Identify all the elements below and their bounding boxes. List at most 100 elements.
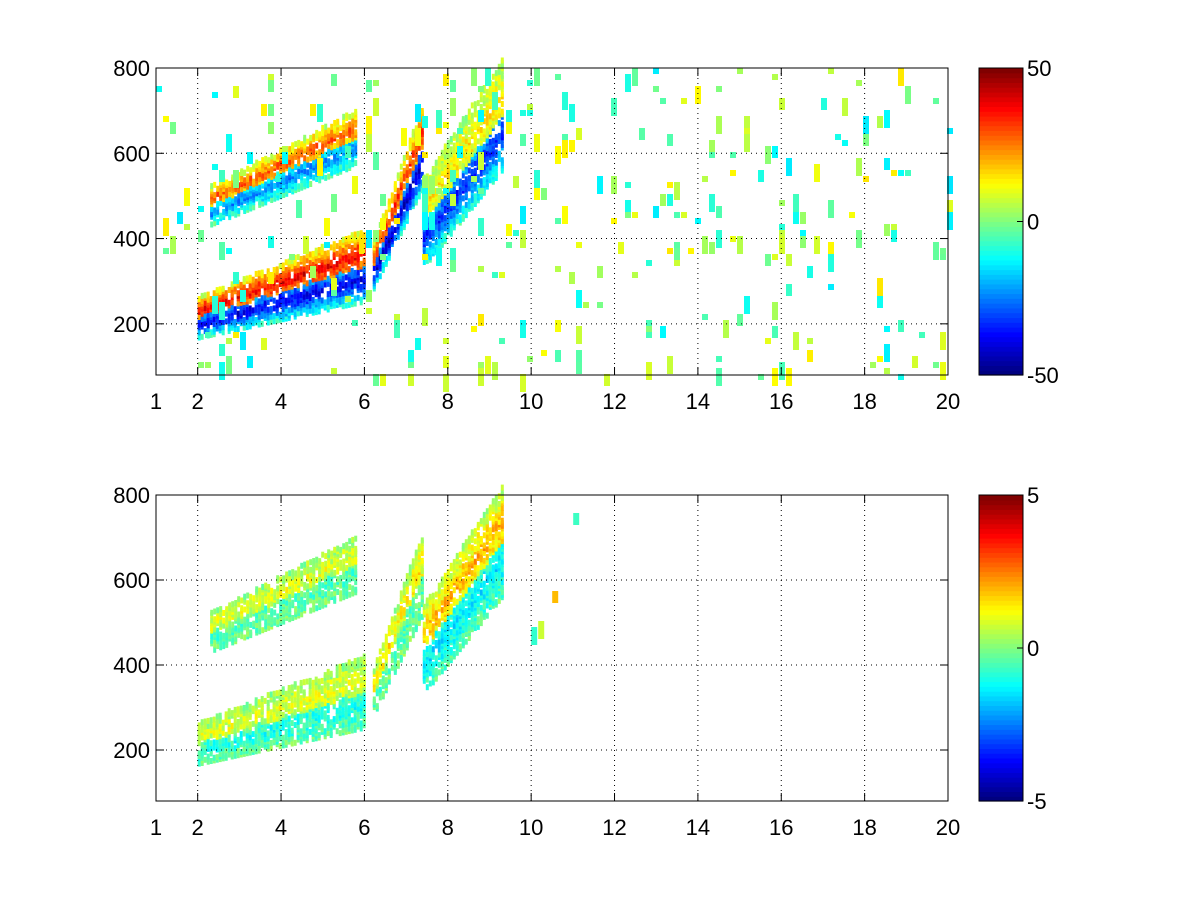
heat-cell <box>335 707 339 714</box>
heat-cell <box>227 746 231 753</box>
heat-cell <box>249 629 253 636</box>
heat-cell <box>237 596 241 603</box>
heat-cell <box>414 610 418 617</box>
heat-cell <box>417 612 421 619</box>
heat-cell <box>285 175 289 182</box>
heat-cell <box>393 625 397 632</box>
heat-cell <box>246 625 250 632</box>
heat-cell <box>452 559 456 566</box>
heat-cell <box>730 152 736 158</box>
heat-cell <box>212 744 216 751</box>
heat-cell <box>305 678 309 685</box>
heat-cell <box>473 558 477 565</box>
heat-cell <box>330 159 334 166</box>
heat-cell <box>294 593 298 600</box>
heat-cell <box>234 196 238 203</box>
heat-cell <box>473 591 477 598</box>
heat-cell <box>491 81 495 88</box>
heat-cell <box>411 563 415 570</box>
heat-cell <box>452 142 456 149</box>
heat-cell <box>476 595 480 602</box>
colorbar-segment <box>979 192 1023 199</box>
heat-cell <box>765 146 771 164</box>
heat-cell <box>366 290 372 302</box>
heat-cell <box>482 151 486 158</box>
heat-cell <box>534 188 540 200</box>
heat-cell <box>351 156 355 163</box>
heat-cell <box>443 143 447 150</box>
colorbar-segment <box>979 202 1023 208</box>
heat-cell <box>242 299 246 306</box>
heat-cell <box>384 209 388 216</box>
heat-cell <box>348 584 352 591</box>
heat-cell <box>278 263 282 270</box>
heat-cell <box>330 128 334 135</box>
heat-cell <box>305 303 309 310</box>
colorbar-segment <box>979 197 1023 203</box>
heat-cell <box>243 616 247 623</box>
y-tick-label: 200 <box>113 312 150 337</box>
x-tick-label: 8 <box>442 389 454 414</box>
heat-cell <box>723 320 729 338</box>
heat-cell <box>230 740 234 747</box>
heat-cell <box>302 270 306 277</box>
heat-cell <box>940 254 946 260</box>
heat-cell <box>420 575 424 582</box>
colorbar-segment <box>979 149 1023 155</box>
heat-cell <box>317 716 321 723</box>
heat-cell <box>290 720 294 727</box>
heat-cell <box>446 653 450 660</box>
heat-cell <box>276 618 280 625</box>
heat-cell <box>245 275 249 282</box>
heat-cell <box>428 254 432 261</box>
heat-cell <box>405 588 409 595</box>
heat-cell <box>491 122 495 129</box>
heat-cell <box>320 677 324 684</box>
heat-cell <box>321 602 325 609</box>
heat-cell <box>302 301 306 308</box>
heat-cell <box>297 579 301 586</box>
heat-cell <box>245 288 249 295</box>
heat-cell <box>381 675 385 682</box>
heat-cell <box>288 600 292 607</box>
heat-cell <box>905 86 911 104</box>
heat-cell <box>236 747 240 754</box>
heat-cell <box>396 233 400 240</box>
heat-cell <box>330 550 334 557</box>
heat-cell <box>326 722 330 729</box>
heat-cell <box>216 627 220 634</box>
heat-cell <box>297 571 301 578</box>
heat-cell <box>213 641 217 648</box>
heat-cell <box>329 244 333 251</box>
heat-cell <box>467 167 471 174</box>
heat-cell <box>849 212 855 218</box>
heat-cell <box>246 165 250 172</box>
heat-cell <box>290 727 294 734</box>
heat-cell <box>576 290 582 308</box>
heat-cell <box>267 614 271 621</box>
heat-cell <box>282 598 286 605</box>
heat-cell <box>408 569 412 576</box>
heat-cell <box>452 607 456 614</box>
heat-cell <box>375 687 379 694</box>
heat-cell <box>478 218 484 236</box>
heat-cell <box>333 557 337 563</box>
heat-cell <box>702 236 708 254</box>
heat-cell <box>228 625 232 632</box>
heat-cell <box>252 595 256 602</box>
heat-cell <box>399 595 403 602</box>
heat-cell <box>402 620 406 626</box>
heat-cell <box>348 566 352 573</box>
heat-cell <box>324 151 328 158</box>
heat-cell <box>303 561 307 568</box>
heat-cell <box>258 199 262 206</box>
heat-cell <box>247 356 253 368</box>
heat-cell <box>242 722 246 729</box>
heat-cell <box>254 697 258 704</box>
heat-cell <box>402 167 406 174</box>
heat-cell <box>300 174 304 181</box>
heat-cell <box>464 638 468 645</box>
heat-cell <box>473 528 477 535</box>
heat-cell <box>425 658 429 665</box>
heat-cell <box>425 684 429 691</box>
